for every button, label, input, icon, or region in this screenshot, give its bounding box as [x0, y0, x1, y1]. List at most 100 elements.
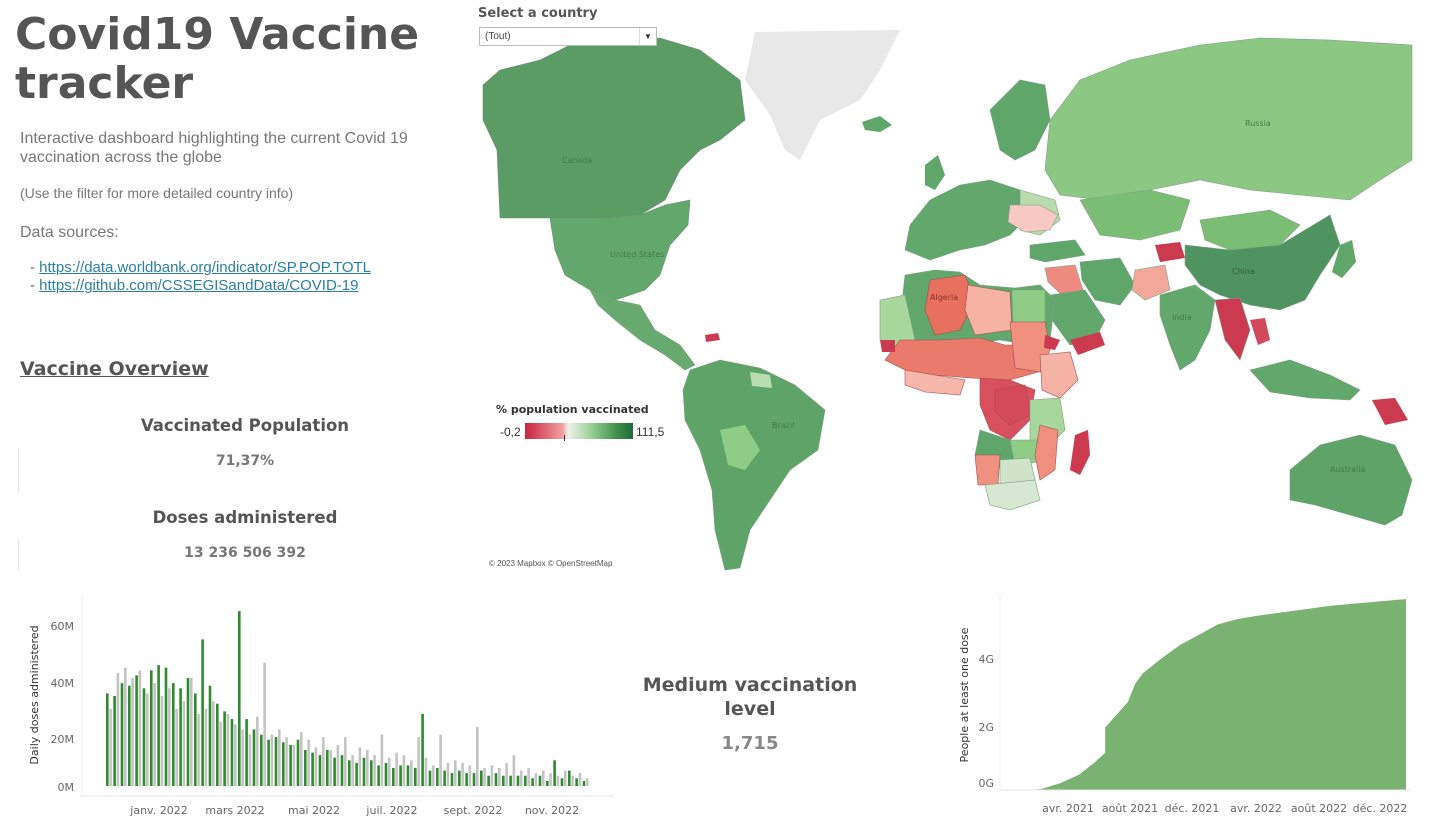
- bar-green[interactable]: [238, 611, 241, 786]
- bar-green[interactable]: [223, 711, 226, 786]
- bar-green[interactable]: [553, 760, 556, 786]
- map-region-india[interactable]: [1159, 284, 1216, 371]
- bar-grey[interactable]: [256, 716, 259, 786]
- map-region-iran[interactable]: [1079, 257, 1136, 306]
- bar-grey[interactable]: [395, 752, 398, 786]
- bar-green[interactable]: [260, 734, 263, 786]
- map-region-mexico[interactable]: [589, 289, 696, 371]
- map-region-bolivia[interactable]: [720, 425, 760, 470]
- bar-green[interactable]: [538, 775, 542, 786]
- bar-green[interactable]: [524, 775, 527, 786]
- bar-green[interactable]: [194, 693, 197, 786]
- bar-green[interactable]: [274, 737, 278, 786]
- bar-green[interactable]: [179, 688, 182, 786]
- bar-grey[interactable]: [527, 768, 530, 786]
- map-region-caribbean[interactable]: [705, 333, 720, 342]
- worldbank-link[interactable]: https://data.worldbank.org/indicator/SP.…: [39, 259, 372, 276]
- bar-grey[interactable]: [571, 775, 574, 786]
- bar-grey[interactable]: [197, 714, 200, 786]
- bar-green[interactable]: [201, 639, 204, 786]
- map-region-libya[interactable]: [964, 284, 1013, 336]
- bar-grey[interactable]: [153, 683, 156, 786]
- bar-green[interactable]: [546, 780, 549, 786]
- bar-grey[interactable]: [366, 750, 369, 786]
- bar-green[interactable]: [216, 703, 219, 786]
- bar-grey[interactable]: [175, 708, 178, 786]
- map-region-japan[interactable]: [1332, 240, 1356, 278]
- bar-grey[interactable]: [578, 773, 582, 786]
- bar-grey[interactable]: [549, 773, 552, 786]
- bar-grey[interactable]: [556, 775, 560, 786]
- bar-green[interactable]: [458, 770, 461, 786]
- bar-grey[interactable]: [314, 747, 318, 786]
- bar-green[interactable]: [465, 773, 468, 786]
- map-region-southeast-asia[interactable]: [1249, 359, 1361, 401]
- bar-green[interactable]: [142, 688, 146, 786]
- bar-green[interactable]: [355, 762, 358, 786]
- map-region-senegal[interactable]: [880, 340, 895, 352]
- map-region-gulf-guinea[interactable]: [904, 369, 966, 396]
- bar-grey[interactable]: [278, 729, 281, 786]
- bar-grey[interactable]: [534, 773, 538, 786]
- bar-green[interactable]: [289, 744, 292, 786]
- bar-green[interactable]: [516, 775, 520, 786]
- bar-green[interactable]: [172, 683, 175, 786]
- map-region-iceland[interactable]: [862, 116, 892, 132]
- bar-grey[interactable]: [483, 768, 486, 786]
- bar-grey[interactable]: [131, 678, 134, 786]
- map-region-namibia[interactable]: [974, 454, 1001, 486]
- bar-grey[interactable]: [586, 778, 589, 786]
- bar-grey[interactable]: [109, 708, 112, 786]
- bar-green[interactable]: [106, 693, 109, 786]
- bar-grey[interactable]: [432, 765, 435, 786]
- map-region-guyanas[interactable]: [750, 372, 772, 388]
- bar-grey[interactable]: [116, 672, 120, 786]
- bar-green[interactable]: [421, 714, 424, 786]
- bar-green[interactable]: [428, 770, 432, 786]
- bar-grey[interactable]: [461, 762, 464, 786]
- bar-green[interactable]: [392, 768, 395, 786]
- bar-grey[interactable]: [351, 755, 354, 786]
- map-region-united-states[interactable]: [549, 199, 691, 301]
- bar-grey[interactable]: [322, 737, 325, 786]
- bar-green[interactable]: [252, 729, 256, 786]
- bar-grey[interactable]: [446, 762, 450, 786]
- map-region-western-europe[interactable]: [904, 179, 1031, 261]
- map-region-iraq-syria[interactable]: [1044, 264, 1084, 296]
- bar-green[interactable]: [208, 685, 212, 786]
- country-select[interactable]: (Tout) ▼: [479, 27, 657, 46]
- map-region-canada[interactable]: [482, 37, 746, 219]
- map-region-congo-drc[interactable]: [994, 384, 1031, 426]
- bar-green[interactable]: [436, 768, 439, 786]
- bar-grey[interactable]: [410, 760, 413, 786]
- map-region-myanmar[interactable]: [1214, 297, 1251, 361]
- bar-grey[interactable]: [336, 744, 340, 786]
- bar-grey[interactable]: [542, 770, 545, 786]
- map-region-algeria[interactable]: [924, 274, 976, 336]
- bar-green[interactable]: [186, 678, 190, 786]
- map-region-sahel[interactable]: [884, 337, 1046, 381]
- map-region-afghanistan[interactable]: [1131, 264, 1171, 301]
- bar-green[interactable]: [487, 775, 490, 786]
- map-region-yemen[interactable]: [1070, 332, 1105, 355]
- bar-green[interactable]: [318, 755, 322, 786]
- bar-grey[interactable]: [380, 734, 384, 786]
- bar-grey[interactable]: [520, 770, 523, 786]
- bar-green[interactable]: [326, 750, 329, 786]
- bar-grey[interactable]: [388, 757, 391, 786]
- map-region-laos[interactable]: [1250, 318, 1270, 345]
- map-region-china[interactable]: [1184, 214, 1341, 311]
- map-region-russia[interactable]: [1044, 37, 1413, 201]
- map-region-kyrgyzstan[interactable]: [1155, 242, 1185, 262]
- bar-grey[interactable]: [182, 701, 186, 786]
- bar-grey[interactable]: [160, 696, 164, 786]
- bar-green[interactable]: [128, 685, 131, 786]
- bar-green[interactable]: [135, 675, 138, 786]
- bar-grey[interactable]: [454, 760, 457, 786]
- map-region-egypt[interactable]: [1011, 289, 1046, 323]
- map-region-kazakhstan[interactable]: [1079, 189, 1191, 241]
- bar-green[interactable]: [399, 765, 402, 786]
- bar-grey[interactable]: [300, 732, 303, 786]
- bar-green[interactable]: [282, 742, 285, 786]
- bar-grey[interactable]: [124, 667, 127, 786]
